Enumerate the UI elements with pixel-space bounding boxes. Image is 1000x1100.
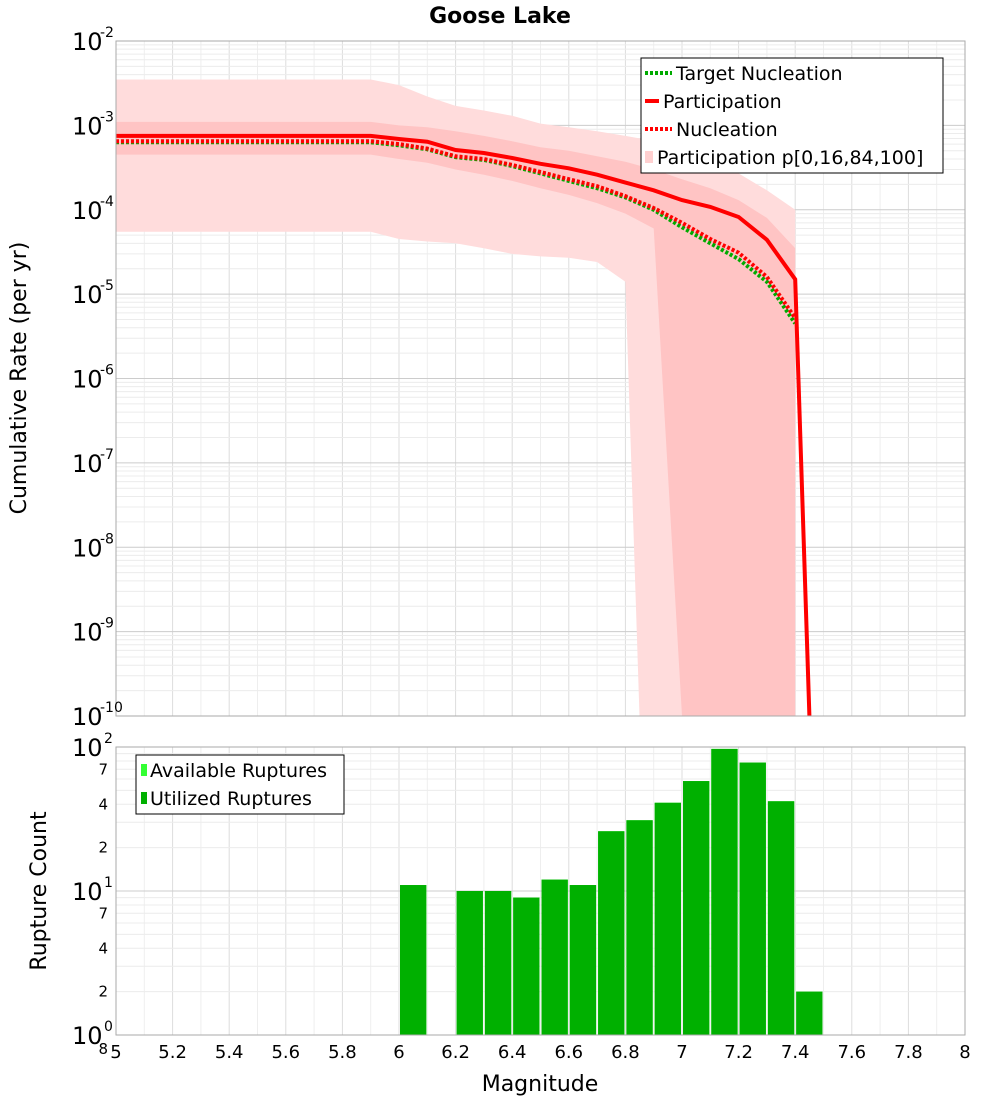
bar-utilized-ruptures — [767, 801, 795, 1035]
bottom-y-minor-tick-label: 8 — [98, 1040, 108, 1058]
top-legend: Target Nucleation Participation Nucleati… — [640, 57, 944, 174]
top-y-tick-label: 10 — [72, 450, 103, 478]
top-y-tick-label: 10 — [72, 112, 103, 140]
bottom-x-tick-label: 5.6 — [271, 1042, 300, 1063]
legend-nucleation-label: Nucleation — [676, 119, 778, 141]
bar-utilized-ruptures — [484, 891, 512, 1035]
top-y-tick-exponent: -7 — [100, 447, 114, 463]
bar-utilized-ruptures — [683, 781, 710, 1035]
bottom-bars — [400, 748, 823, 1035]
bar-utilized-ruptures — [711, 748, 738, 1035]
bottom-x-tick-label: 6.2 — [441, 1042, 470, 1063]
bottom-legend: Available Ruptures Utilized Ruptures — [135, 754, 345, 815]
bottom-grid — [115, 747, 966, 1036]
legend-utilized-label: Utilized Ruptures — [150, 788, 312, 810]
bottom-x-tick-label: 7.2 — [724, 1042, 753, 1063]
bottom-x-tick-label: 8 — [959, 1042, 970, 1063]
legend-available-swatch — [141, 764, 147, 776]
top-y-tick-label: 10 — [72, 28, 103, 56]
bottom-y-tick-exponent: 0 — [104, 1019, 113, 1035]
legend-utilized-swatch — [141, 792, 147, 804]
bar-utilized-ruptures — [796, 991, 823, 1035]
series-nucleation — [116, 139, 797, 320]
bar-utilized-ruptures — [513, 897, 540, 1035]
bottom-plot-frame — [115, 746, 966, 1036]
top-y-tick-exponent: -2 — [100, 25, 114, 41]
bar-utilized-ruptures — [739, 762, 766, 1035]
bottom-y-axis-label: Rupture Count — [27, 811, 52, 971]
top-plot-frame — [115, 40, 966, 717]
series-participation — [116, 133, 812, 717]
bottom-y-tick-label: 10 — [72, 1022, 103, 1050]
bar-utilized-ruptures — [400, 885, 427, 1035]
bottom-x-tick-label: 7 — [676, 1042, 687, 1063]
bottom-x-tick-label: 6 — [393, 1042, 404, 1063]
top-y-tick-exponent: -4 — [100, 194, 114, 210]
legend-participation-band-swatch — [645, 151, 653, 163]
bottom-y-minor-tick-label: 7 — [98, 760, 108, 778]
top-bands — [116, 79, 796, 716]
top-y-tick-label: 10 — [72, 197, 103, 225]
top-y-tick-exponent: -9 — [100, 616, 114, 632]
top-y-tick-exponent: -8 — [100, 531, 114, 547]
bottom-x-tick-label: 6.6 — [554, 1042, 583, 1063]
bottom-y-minor-tick-label: 4 — [98, 795, 108, 813]
bar-utilized-ruptures — [626, 820, 653, 1035]
top-y-tick-label: 10 — [72, 534, 103, 562]
legend-target-nucleation-label: Target Nucleation — [675, 63, 843, 85]
bottom-x-tick-label: 5.8 — [328, 1042, 357, 1063]
bottom-y-minor-tick-label: 4 — [98, 939, 108, 957]
bottom-y-tick-label: 10 — [72, 734, 103, 762]
chart-title: Goose Lake — [429, 4, 571, 29]
top-y-tick-label: 10 — [72, 619, 103, 647]
bar-utilized-ruptures — [569, 885, 597, 1035]
band-16-84 — [116, 121, 796, 716]
top-y-tick-exponent: -3 — [100, 109, 114, 125]
bar-utilized-ruptures — [598, 831, 625, 1035]
bottom-x-tick-label: 7.4 — [781, 1042, 810, 1063]
bottom-x-tick-label: 7.8 — [894, 1042, 923, 1063]
bottom-x-tick-label: 6.4 — [498, 1042, 527, 1063]
bottom-x-tick-label: 6.8 — [611, 1042, 640, 1063]
bottom-x-tick-label: 7.6 — [837, 1042, 866, 1063]
bottom-y-tick-exponent: 2 — [104, 731, 113, 747]
legend-available-label: Available Ruptures — [150, 760, 327, 782]
top-y-axis-label: Cumulative Rate (per yr) — [7, 242, 32, 515]
bottom-legend-box — [135, 754, 345, 815]
bottom-x-tick-label: 5.4 — [215, 1042, 244, 1063]
bottom-x-tick-label: 5 — [110, 1042, 121, 1063]
bottom-y-tick-exponent: 1 — [104, 875, 113, 891]
bottom-y-minor-tick-label: 2 — [98, 839, 108, 857]
bottom-y-minor-tick-label: 2 — [98, 983, 108, 1001]
bottom-x-axis-label: Magnitude — [482, 1072, 599, 1097]
legend-participation-band-label: Participation p[0,16,84,100] — [657, 147, 923, 169]
band-0-100 — [116, 79, 796, 716]
legend-participation-label: Participation — [663, 91, 782, 113]
bottom-y-minor-tick-label: 7 — [98, 904, 108, 922]
top-y-tick-label: 10 — [72, 281, 103, 309]
bottom-x-ticks: 5 5.2 5.4 5.6 5.8 6 6.2 6.4 6.6 6.8 7 7.2 7.4 7.6 7.8 8 — [110, 1042, 970, 1063]
top-y-tick-exponent: -5 — [100, 278, 114, 294]
bar-utilized-ruptures — [541, 879, 568, 1035]
bar-utilized-ruptures — [456, 891, 483, 1035]
top-legend-box — [640, 57, 944, 174]
top-y-tick-exponent: -10 — [100, 700, 123, 716]
top-y-tick-label: 10 — [72, 703, 103, 731]
bottom-x-tick-label: 5.2 — [158, 1042, 187, 1063]
top-lines — [116, 133, 812, 717]
bar-utilized-ruptures — [654, 802, 681, 1035]
top-y-tick-exponent: -6 — [100, 363, 114, 379]
top-y-tick-label: 10 — [72, 366, 103, 394]
bottom-y-tick-label: 10 — [72, 878, 103, 906]
top-y-ticks: 10-210-310-410-510-610-710-810-910-10 — [72, 25, 123, 731]
